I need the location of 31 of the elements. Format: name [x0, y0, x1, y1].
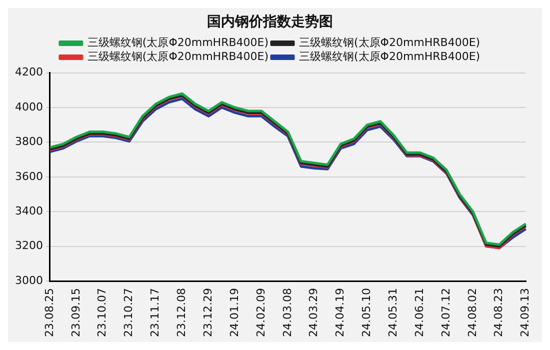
x-tick-label: 24.08.02: [466, 288, 479, 337]
chart-title: 国内钢价指数走势图: [207, 14, 333, 30]
x-tick-label: 24.02.09: [254, 288, 268, 337]
x-tick-label: 24.08.23: [492, 288, 506, 337]
x-tick-label: 24.03.29: [307, 288, 320, 337]
x-tick-label: 24.03.08: [280, 288, 294, 337]
x-tick-label: 23.10.07: [96, 288, 109, 337]
x-tick-label: 24.09.13: [518, 288, 532, 337]
y-tick-label: 4200: [14, 66, 43, 79]
y-tick-label: 4000: [14, 100, 43, 114]
y-tick-label: 3800: [14, 135, 43, 148]
x-tick-label: 24.07.12: [439, 288, 452, 337]
x-tick-label: 23.11.17: [148, 288, 162, 337]
legend-label: 三级螺纹钢(太原Φ20mmHRB400E): [87, 36, 268, 50]
legend-label: 三级螺纹钢(太原Φ20mmHRB400E): [299, 36, 480, 50]
legend-label: 三级螺纹钢(太原Φ20mmHRB400E): [299, 50, 480, 64]
y-tick-label: 3000: [14, 274, 43, 287]
x-tick-label: 24.05.10: [360, 288, 374, 337]
x-tick-label: 23.12.08: [175, 288, 188, 337]
x-tick-label: 24.05.31: [386, 288, 400, 337]
legend-label: 三级螺纹钢(太原Φ20mmHRB400E): [87, 50, 268, 64]
y-tick-label: 3600: [14, 170, 43, 183]
y-tick-label: 3400: [14, 204, 43, 218]
x-tick-label: 23.12.29: [201, 288, 214, 337]
x-tick-label: 23.08.25: [42, 288, 56, 337]
y-tick-label: 3200: [14, 239, 43, 252]
x-tick-label: 24.04.19: [334, 288, 347, 337]
x-tick-label: 23.09.15: [69, 288, 82, 337]
x-tick-label: 24.06.21: [412, 288, 426, 337]
x-tick-label: 24.01.19: [228, 288, 241, 337]
x-tick-label: 23.10.27: [122, 288, 136, 337]
